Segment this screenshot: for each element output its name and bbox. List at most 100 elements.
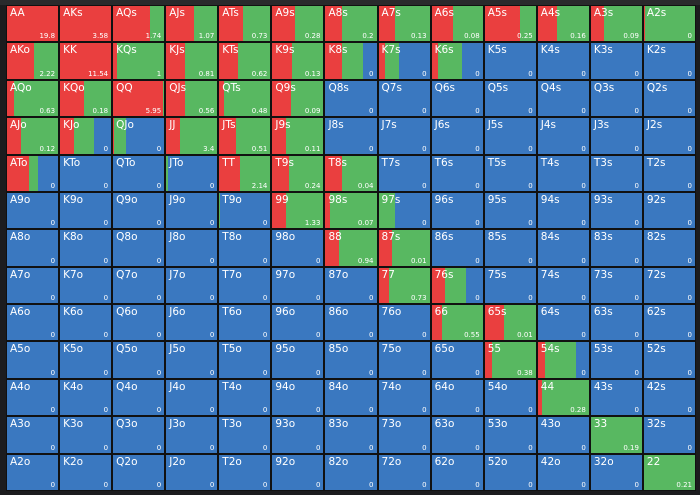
- hand-cell[interactable]: K5s 0: [483, 42, 537, 80]
- hand-cell[interactable]: 72o 0: [377, 453, 431, 491]
- hand-cell[interactable]: AQo 0.63: [6, 79, 60, 118]
- hand-cell[interactable]: QJs 0.56: [165, 79, 219, 118]
- hand-cell[interactable]: T2s 0: [642, 154, 696, 192]
- hand-cell[interactable]: Q7o 0: [112, 266, 166, 305]
- hand-cell[interactable]: 96o 0: [271, 304, 325, 342]
- hand-cell[interactable]: K9s 0.13: [271, 42, 325, 80]
- hand-cell[interactable]: K2s 0: [642, 42, 696, 80]
- hand-cell[interactable]: A2s 0: [642, 5, 696, 43]
- hand-cell[interactable]: A4s 0.16: [536, 5, 590, 43]
- hand-cell[interactable]: 92o 0: [271, 453, 325, 491]
- hand-cell[interactable]: T7o 0: [218, 266, 272, 305]
- hand-cell[interactable]: J7o 0: [165, 266, 219, 305]
- hand-cell[interactable]: 77 0.73: [377, 266, 431, 305]
- hand-cell[interactable]: 54o 0: [483, 378, 537, 417]
- hand-cell[interactable]: Q8s 0: [324, 79, 378, 118]
- hand-cell[interactable]: 76s 0: [430, 266, 484, 305]
- hand-cell[interactable]: 53o 0: [483, 416, 537, 454]
- hand-cell[interactable]: 32s 0: [642, 416, 696, 454]
- hand-cell[interactable]: A9o 0: [6, 191, 60, 230]
- hand-cell[interactable]: A8s 0.2: [324, 5, 378, 43]
- hand-cell[interactable]: 83s 0: [589, 229, 643, 267]
- hand-cell[interactable]: ATs 0.73: [218, 5, 272, 43]
- hand-cell[interactable]: 43o 0: [536, 416, 590, 454]
- hand-cell[interactable]: 94s 0: [536, 191, 590, 230]
- hand-cell[interactable]: J6o 0: [165, 304, 219, 342]
- hand-cell[interactable]: J5s 0: [483, 117, 537, 155]
- hand-cell[interactable]: J3o 0: [165, 416, 219, 454]
- hand-cell[interactable]: 53s 0: [589, 341, 643, 379]
- hand-cell[interactable]: K8o 0: [59, 229, 113, 267]
- hand-cell[interactable]: 99 1.33: [271, 191, 325, 230]
- hand-cell[interactable]: 52s 0: [642, 341, 696, 379]
- hand-cell[interactable]: Q9s 0.09: [271, 79, 325, 118]
- hand-cell[interactable]: T9s 0.24: [271, 154, 325, 192]
- hand-cell[interactable]: 54s 0: [536, 341, 590, 379]
- hand-cell[interactable]: JJ 3.4: [165, 117, 219, 155]
- hand-cell[interactable]: 82s 0: [642, 229, 696, 267]
- hand-cell[interactable]: Q4o 0: [112, 378, 166, 417]
- hand-cell[interactable]: 74o 0: [377, 378, 431, 417]
- hand-cell[interactable]: 42s 0: [642, 378, 696, 417]
- hand-cell[interactable]: Q6o 0: [112, 304, 166, 342]
- hand-cell[interactable]: 76o 0: [377, 304, 431, 342]
- hand-cell[interactable]: 75o 0: [377, 341, 431, 379]
- hand-cell[interactable]: A6s 0.08: [430, 5, 484, 43]
- hand-cell[interactable]: K6o 0: [59, 304, 113, 342]
- hand-cell[interactable]: A8o 0: [6, 229, 60, 267]
- hand-cell[interactable]: T9o 0: [218, 191, 272, 230]
- hand-cell[interactable]: 97s 0: [377, 191, 431, 230]
- hand-cell[interactable]: KJo 0: [59, 117, 113, 155]
- hand-cell[interactable]: Q3o 0: [112, 416, 166, 454]
- hand-cell[interactable]: QJo 0: [112, 117, 166, 155]
- hand-cell[interactable]: 74s 0: [536, 266, 590, 305]
- hand-cell[interactable]: 65s 0.01: [483, 304, 537, 342]
- hand-cell[interactable]: T3s 0: [589, 154, 643, 192]
- hand-cell[interactable]: J6s 0: [430, 117, 484, 155]
- hand-cell[interactable]: T5o 0: [218, 341, 272, 379]
- hand-cell[interactable]: K4s 0: [536, 42, 590, 80]
- hand-cell[interactable]: 75s 0: [483, 266, 537, 305]
- hand-cell[interactable]: A9s 0.28: [271, 5, 325, 43]
- hand-cell[interactable]: KQs 1: [112, 42, 166, 80]
- hand-cell[interactable]: 64o 0: [430, 378, 484, 417]
- hand-cell[interactable]: 92s 0: [642, 191, 696, 230]
- hand-cell[interactable]: 84s 0: [536, 229, 590, 267]
- hand-cell[interactable]: 93o 0: [271, 416, 325, 454]
- hand-cell[interactable]: 42o 0: [536, 453, 590, 491]
- hand-cell[interactable]: A3o 0: [6, 416, 60, 454]
- hand-cell[interactable]: KTs 0.62: [218, 42, 272, 80]
- hand-cell[interactable]: K4o 0: [59, 378, 113, 417]
- hand-cell[interactable]: 63o 0: [430, 416, 484, 454]
- hand-cell[interactable]: 98o 0: [271, 229, 325, 267]
- hand-cell[interactable]: KTo 0: [59, 154, 113, 192]
- hand-cell[interactable]: 43s 0: [589, 378, 643, 417]
- hand-cell[interactable]: T4o 0: [218, 378, 272, 417]
- hand-cell[interactable]: 93s 0: [589, 191, 643, 230]
- hand-cell[interactable]: A4o 0: [6, 378, 60, 417]
- hand-cell[interactable]: T4s 0: [536, 154, 590, 192]
- hand-cell[interactable]: J4o 0: [165, 378, 219, 417]
- hand-cell[interactable]: 98s 0.07: [324, 191, 378, 230]
- hand-cell[interactable]: A2o 0: [6, 453, 60, 491]
- hand-cell[interactable]: A7s 0.13: [377, 5, 431, 43]
- hand-cell[interactable]: JTo 0: [165, 154, 219, 192]
- hand-cell[interactable]: K2o 0: [59, 453, 113, 491]
- hand-cell[interactable]: 73o 0: [377, 416, 431, 454]
- hand-cell[interactable]: 88 0.94: [324, 229, 378, 267]
- hand-cell[interactable]: T6s 0: [430, 154, 484, 192]
- hand-cell[interactable]: Q8o 0: [112, 229, 166, 267]
- hand-cell[interactable]: 62o 0: [430, 453, 484, 491]
- hand-cell[interactable]: Q2o 0: [112, 453, 166, 491]
- hand-cell[interactable]: T8o 0: [218, 229, 272, 267]
- hand-cell[interactable]: 52o 0: [483, 453, 537, 491]
- hand-cell[interactable]: J7s 0: [377, 117, 431, 155]
- hand-cell[interactable]: T6o 0: [218, 304, 272, 342]
- hand-cell[interactable]: 32o 0: [589, 453, 643, 491]
- hand-cell[interactable]: 95s 0: [483, 191, 537, 230]
- hand-cell[interactable]: J3s 0: [589, 117, 643, 155]
- hand-cell[interactable]: A6o 0: [6, 304, 60, 342]
- hand-cell[interactable]: 94o 0: [271, 378, 325, 417]
- hand-cell[interactable]: J9o 0: [165, 191, 219, 230]
- hand-cell[interactable]: 72s 0: [642, 266, 696, 305]
